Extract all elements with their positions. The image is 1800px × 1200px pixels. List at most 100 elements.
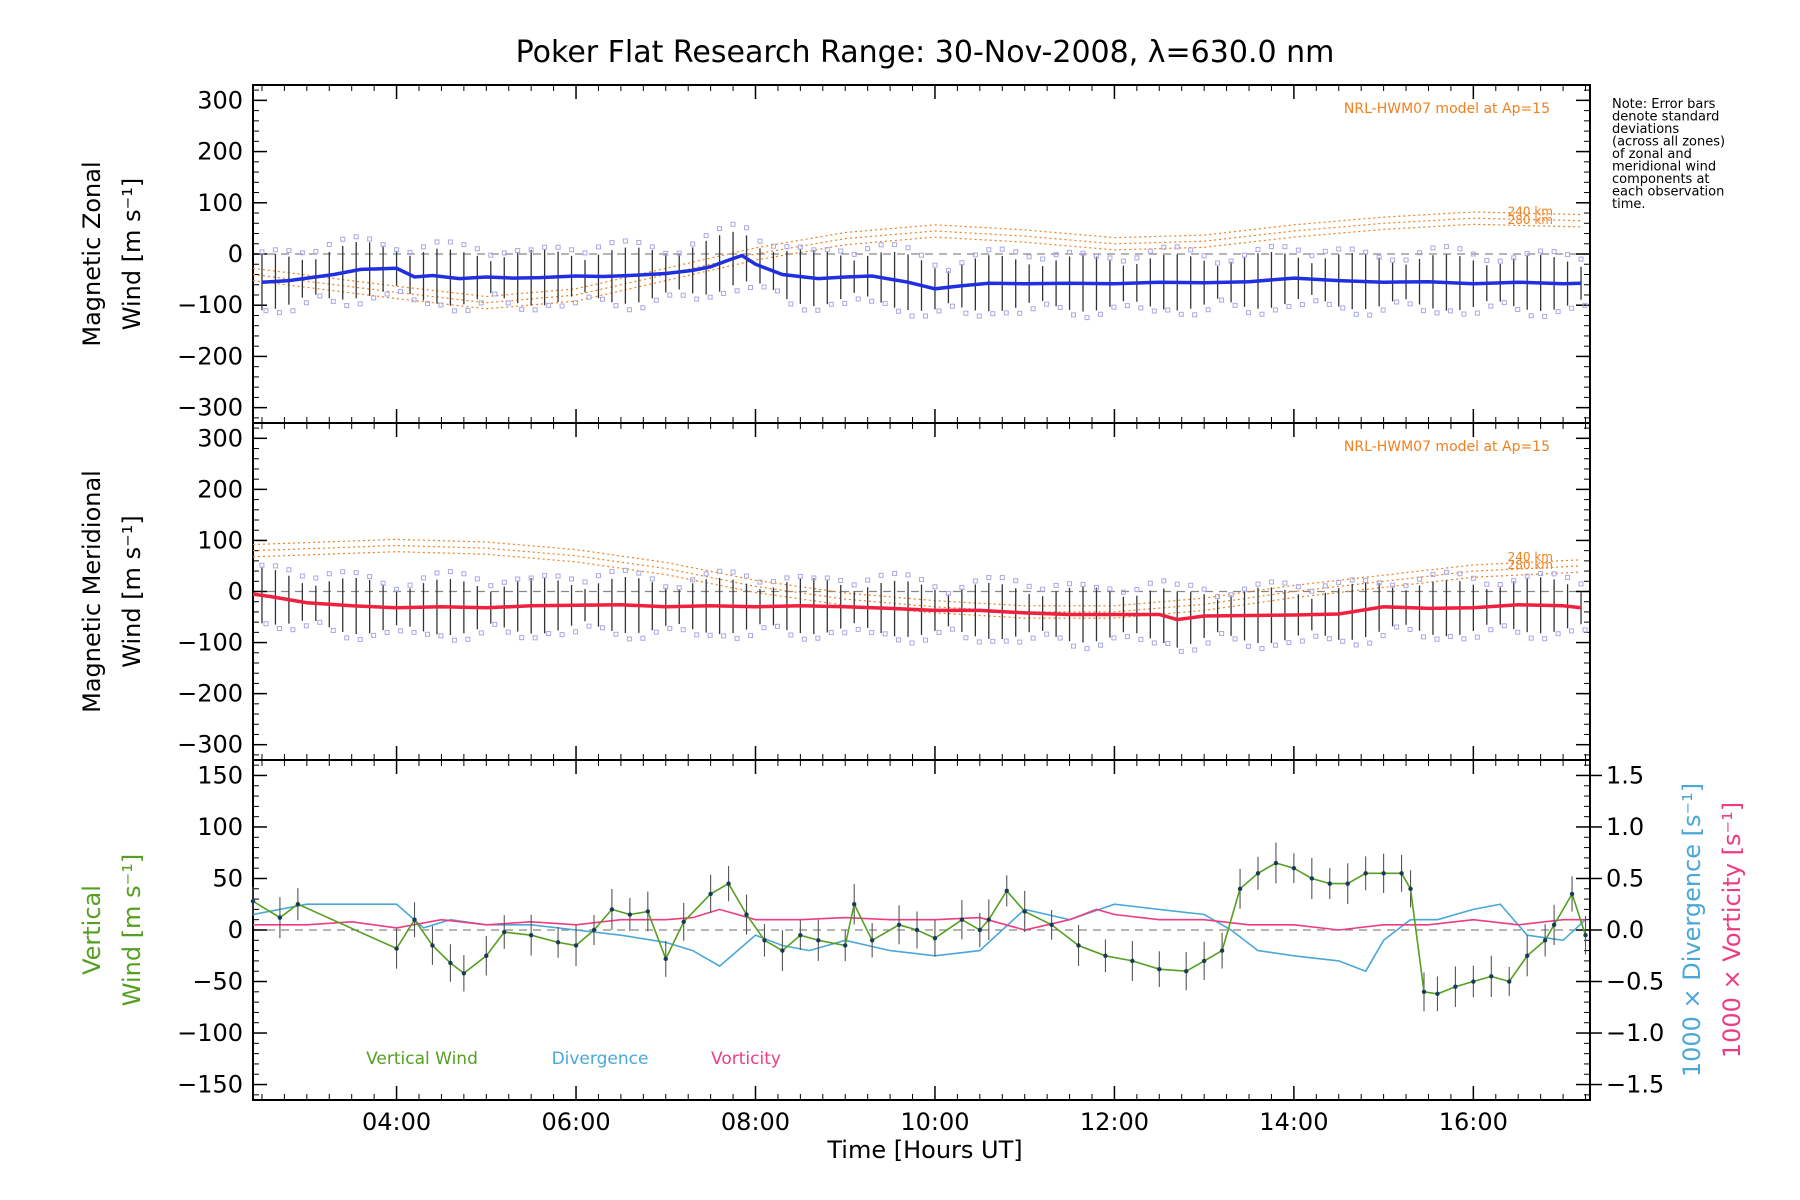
vertical-wind-point <box>1583 932 1588 938</box>
zone-sample <box>828 630 834 636</box>
zone-sample <box>690 577 696 583</box>
zone-sample <box>1430 571 1436 577</box>
zone-sample <box>1565 252 1571 258</box>
vertical-wind-point <box>1421 989 1427 995</box>
zone-sample <box>1461 311 1467 317</box>
zone-sample <box>990 311 996 317</box>
zone-sample <box>744 225 750 231</box>
zone-sample <box>1030 306 1036 312</box>
zone-sample <box>1219 630 1225 636</box>
x-axis-ticks: 04:00 06:00 08:00 10:00 12:00 14:00 16:00 <box>261 85 1587 1136</box>
zone-sample <box>1367 312 1373 318</box>
zone-sample <box>784 575 790 581</box>
model-label: NRL-HWM07 model at Ap=15 <box>1344 439 1550 455</box>
y-axis-label-line1: Magnetic Meridional <box>78 470 106 713</box>
zone-sample <box>1421 308 1427 314</box>
zone-sample <box>420 244 426 250</box>
zone-sample <box>1349 577 1355 583</box>
y-tick-label: 150 <box>197 761 243 789</box>
zone-sample <box>313 575 319 581</box>
zone-sample <box>717 226 723 232</box>
zone-sample <box>317 619 323 625</box>
vertical-wind-point <box>959 917 965 922</box>
zone-sample <box>595 244 601 250</box>
zone-sample <box>640 635 646 641</box>
zone-sample <box>1542 313 1548 319</box>
model-curve <box>252 544 1582 613</box>
zone-sample <box>272 247 278 253</box>
zone-sample <box>1380 307 1386 313</box>
zone-sample <box>1407 626 1413 632</box>
zone-sample <box>1349 246 1355 252</box>
right-axis-label-divergence: 1000 × Divergence [s⁻¹] <box>1678 783 1706 1077</box>
zone-sample <box>932 584 938 590</box>
zone-sample <box>1272 307 1278 313</box>
zone-sample <box>1555 631 1561 637</box>
y-tick-label: −300 <box>177 394 243 422</box>
zone-sample <box>1080 581 1086 587</box>
zone-sample <box>1390 257 1396 263</box>
zone-sample <box>690 241 696 247</box>
zone-sample <box>694 296 700 302</box>
zone-sample <box>788 632 794 638</box>
zone-sample <box>865 577 871 583</box>
vertical-wind-point <box>780 948 785 953</box>
zone-sample <box>1242 586 1248 592</box>
zone-sample <box>1057 304 1063 310</box>
zone-sample <box>770 579 776 585</box>
zone-sample <box>1013 249 1019 255</box>
zone-sample <box>1161 578 1167 584</box>
note-line: each observation <box>1612 185 1724 200</box>
zone-sample <box>932 262 938 268</box>
zone-sample <box>1394 624 1400 630</box>
zone-sample <box>1524 573 1530 579</box>
zone-sample <box>1228 592 1234 598</box>
zone-sample <box>1340 638 1346 644</box>
zone-sample <box>748 284 754 290</box>
vertical-wind-point <box>1542 938 1548 943</box>
zone-sample <box>1151 640 1157 646</box>
zone-sample <box>703 233 709 239</box>
zone-sample <box>299 573 305 579</box>
vertical-wind-point <box>986 917 991 922</box>
zone-sample <box>721 290 727 296</box>
y-tick-label: 100 <box>197 189 243 217</box>
divergence-line <box>252 903 1587 973</box>
note-line: (across all zones) <box>1612 135 1725 150</box>
zone-sample <box>1282 244 1288 250</box>
zone-sample <box>919 252 924 258</box>
note-line: denote standard <box>1612 110 1719 125</box>
model-curve <box>252 217 1582 304</box>
vertical-wind-point <box>1327 881 1332 886</box>
zone-sample <box>290 308 296 314</box>
zone-sample <box>1326 636 1332 642</box>
y-tick-label: 100 <box>197 526 243 554</box>
vertical-wind-point <box>1004 888 1009 894</box>
zone-sample <box>1470 575 1476 581</box>
legend-vorticity: Vorticity <box>711 1049 781 1069</box>
panel-zonal: 300 200 100 0 −100 −200 −300 Magnetic Zonal Wind… <box>78 84 1591 424</box>
y-tick-label: 0 <box>228 578 243 606</box>
zone-sample <box>838 577 844 583</box>
vertical-wind-point <box>1569 891 1575 897</box>
zone-sample <box>357 637 363 643</box>
zone-sample <box>394 586 400 592</box>
zone-sample <box>1178 311 1184 317</box>
zone-sample <box>1569 628 1575 634</box>
vertical-wind-point <box>1345 881 1350 886</box>
zone-sample <box>451 308 457 314</box>
zone-sample <box>1313 633 1319 639</box>
zone-sample <box>1295 584 1301 590</box>
x-axis-label: Time [Hours UT] <box>826 1136 1022 1164</box>
zone-sample <box>1124 634 1130 640</box>
zone-sample <box>1205 640 1211 646</box>
zone-sample <box>774 288 780 294</box>
zone-sample <box>1582 302 1588 308</box>
zone-sample <box>811 575 817 581</box>
zone-sample <box>317 293 323 299</box>
zone-sample <box>1040 586 1046 592</box>
zone-sample <box>1326 301 1332 307</box>
vertical-wind-point <box>1103 953 1108 958</box>
zone-sample <box>1205 307 1211 313</box>
right-y-tick-label: −1.0 <box>1606 1019 1664 1047</box>
